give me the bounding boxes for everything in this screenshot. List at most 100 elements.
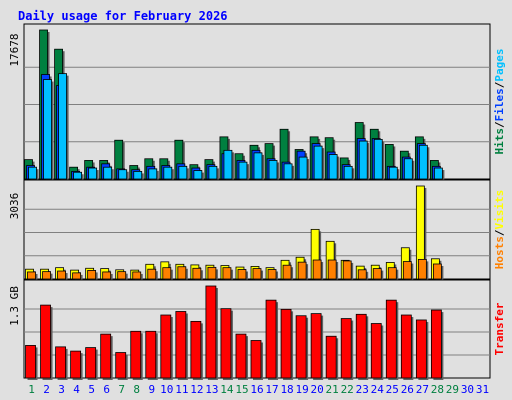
bar-visits-hosts-day-28 <box>432 263 444 281</box>
bar-visits-hosts-day-3 <box>57 270 68 281</box>
bar-transfer-transfer-day-23 <box>355 313 369 380</box>
bar-transfer-transfer-day-24-body <box>370 323 382 379</box>
bar-visits-hosts-day-10 <box>162 267 173 281</box>
bar-transfer-transfer-day-7 <box>115 352 128 380</box>
bar-visits-hosts-day-8-body <box>132 271 142 280</box>
bar-transfer-transfer-day-8 <box>130 330 143 380</box>
bar-hits-pages-day-1-body <box>28 166 37 180</box>
panel-hits-legend: Hits/Files/Pages <box>493 49 506 155</box>
bar-hits-pages-day-12 <box>193 170 204 181</box>
bar-visits-hosts-day-22-body <box>342 260 352 280</box>
bar-hits-pages-day-8 <box>133 171 144 181</box>
bar-transfer-transfer-day-2 <box>40 304 53 380</box>
bar-transfer-transfer-day-4 <box>70 350 83 380</box>
legend-visits: Visits <box>493 190 506 230</box>
bar-hits-pages-day-15 <box>238 161 249 181</box>
bar-visits-hosts-day-24 <box>372 268 384 281</box>
bar-visits-hosts-day-25 <box>387 267 399 281</box>
bar-transfer-transfer-day-23-body <box>355 313 367 379</box>
legend-transfer: Transfer <box>493 302 506 355</box>
bar-visits-hosts-day-7 <box>117 271 128 281</box>
day-label-16: 16 <box>250 383 263 396</box>
bar-transfer-transfer-day-14-body <box>220 308 232 379</box>
bar-visits-hosts-day-7-body <box>117 271 127 280</box>
bar-transfer-transfer-day-25 <box>385 299 399 380</box>
bar-visits-hosts-day-15-body <box>237 269 247 280</box>
bar-visits-hosts-day-5 <box>87 270 98 281</box>
x-axis-day-labels: 1 2 3 4 5 6 7 8 9 10 11 12 13 14 15 16 17 18 19 20 21 22 23 24 2… <box>28 383 489 396</box>
bar-visits-hosts-day-18-body <box>282 264 292 280</box>
panel-visits-max-label: 3036 <box>8 193 21 220</box>
bar-hits-pages-day-8-body <box>133 171 143 180</box>
bar-transfer-transfer-day-11 <box>175 311 188 380</box>
bar-visits-hosts-day-9 <box>147 268 158 281</box>
bar-transfer-transfer-day-22-body <box>340 318 352 379</box>
bar-hits-pages-day-22-body <box>343 165 353 180</box>
bar-visits-hosts-day-6-body <box>102 271 112 280</box>
day-label-26: 26 <box>401 383 414 396</box>
day-label-30: 30 <box>461 383 474 396</box>
bar-visits-hosts-day-23 <box>357 269 369 281</box>
day-label-14: 14 <box>220 383 234 396</box>
bar-visits-hosts-day-19-body <box>297 261 307 280</box>
bar-visits-hosts-day-14-body <box>222 267 232 280</box>
bar-transfer-transfer-day-10 <box>160 314 173 380</box>
legend-hosts: Hosts <box>493 236 506 269</box>
bar-hits-pages-day-24-body <box>373 138 383 180</box>
bar-visits-hosts-day-14 <box>222 267 233 281</box>
bar-visits-hosts-day-20 <box>312 259 324 281</box>
bar-visits-hosts-day-1-body <box>27 271 36 280</box>
bar-visits-hosts-day-28-body <box>432 263 442 280</box>
bar-transfer-transfer-day-17-body <box>265 299 277 379</box>
day-label-4: 4 <box>73 383 80 396</box>
bar-transfer-transfer-day-28 <box>430 309 444 380</box>
panel-visits: 3036 Hosts/Visits <box>8 179 506 281</box>
bar-visits-hosts-day-6 <box>102 271 113 281</box>
day-label-10: 10 <box>160 383 173 396</box>
bar-transfer-transfer-day-18-body <box>280 308 292 379</box>
bar-transfer-transfer-day-10-body <box>160 314 172 379</box>
bar-hits-pages-day-25-body <box>388 166 398 180</box>
bar-visits-hosts-day-15 <box>237 269 248 281</box>
bar-hits-pages-day-4-body <box>73 171 83 180</box>
bar-hits-pages-day-11 <box>178 165 189 181</box>
bar-visits-hosts-day-16-body <box>252 268 262 280</box>
bar-hits-pages-day-14-body <box>223 149 233 180</box>
bar-transfer-transfer-day-11-body <box>175 311 187 379</box>
bar-hits-pages-day-17 <box>268 160 280 181</box>
panel-transfer: 1.3 GB Transfer <box>8 279 506 380</box>
bar-visits-hosts-day-27 <box>417 258 429 281</box>
bar-transfer-transfer-day-15-body <box>235 333 247 379</box>
bar-transfer-transfer-day-9 <box>145 330 158 380</box>
bar-visits-hosts-day-22 <box>342 260 354 281</box>
bar-transfer-transfer-day-20 <box>310 313 324 380</box>
day-label-5: 5 <box>88 383 95 396</box>
day-label-12: 12 <box>190 383 203 396</box>
bar-hits-pages-day-22 <box>343 165 355 181</box>
bar-visits-hosts-day-26-body <box>402 261 412 280</box>
bar-visits-hosts-day-20-body <box>312 259 322 280</box>
bar-visits-hosts-day-4-body <box>72 272 82 280</box>
bar-hits-pages-day-28-body <box>433 167 443 180</box>
day-label-20: 20 <box>311 383 324 396</box>
bar-visits-hosts-day-5-body <box>87 270 97 280</box>
bar-hits-pages-day-20-body <box>313 145 323 180</box>
bar-hits-pages-day-2-body <box>43 79 52 180</box>
day-label-6: 6 <box>103 383 110 396</box>
bar-visits-hosts-day-26 <box>402 261 414 281</box>
bar-visits-hosts-day-10-body <box>162 267 172 280</box>
legend-slash: / <box>493 81 506 88</box>
bar-hits-pages-day-15-body <box>238 161 248 180</box>
bar-hits-pages-day-12-body <box>193 170 203 180</box>
bar-transfer-transfer-day-5-body <box>85 347 97 379</box>
bar-transfer-transfer-day-21 <box>325 335 339 380</box>
bar-hits-pages-day-18 <box>283 163 295 181</box>
bar-transfer-transfer-day-19-body <box>295 315 307 379</box>
day-label-7: 7 <box>118 383 125 396</box>
bar-transfer-transfer-day-24 <box>370 323 384 380</box>
day-label-22: 22 <box>341 383 354 396</box>
bar-hits-pages-day-7-body <box>118 169 128 180</box>
bar-transfer-transfer-day-27 <box>415 319 429 380</box>
bar-transfer-transfer-day-3-body <box>55 346 66 379</box>
